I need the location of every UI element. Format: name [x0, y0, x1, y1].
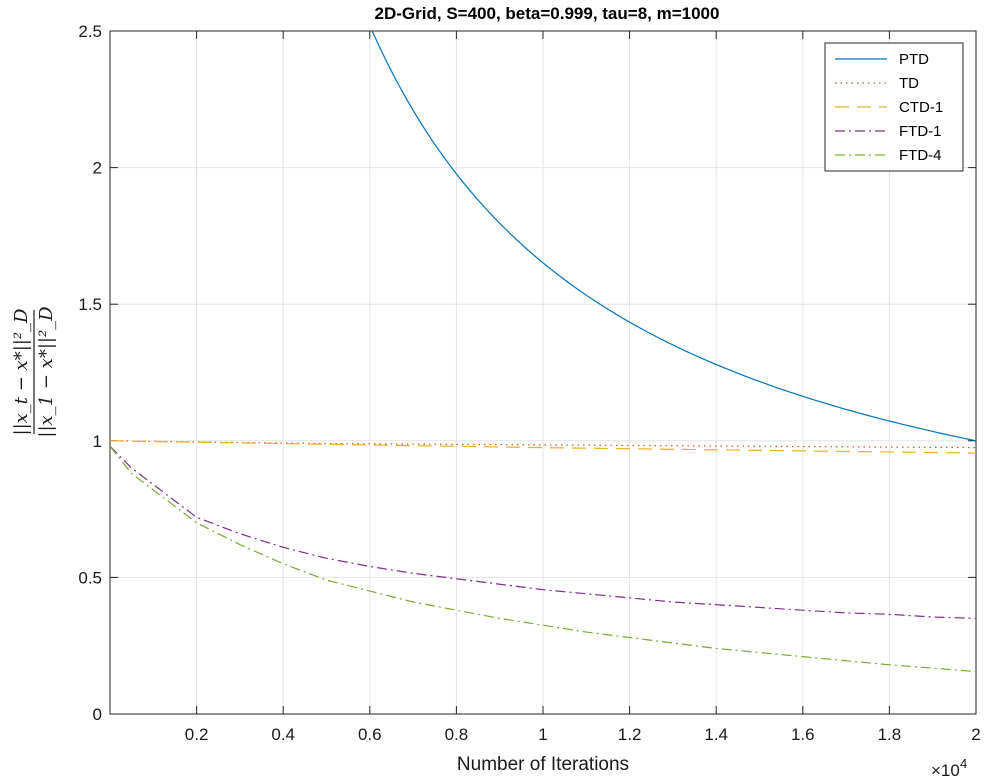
legend-label: FTD-1 [899, 123, 942, 140]
x-multiplier: ×10 4 [931, 756, 967, 780]
y-tick-label: 1.5 [78, 295, 102, 314]
x-tick-label: 1.2 [618, 725, 642, 744]
x-tick-label: 1.4 [704, 725, 728, 744]
chart-title: 2D-Grid, S=400, beta=0.999, tau=8, m=100… [375, 4, 720, 23]
y-axis-label: ||x_t − x*||²_D ||x_1 − x*||²_D [11, 306, 57, 438]
series-line-ctd-1 [110, 440, 976, 454]
x-multiplier-exponent: 4 [960, 756, 967, 771]
legend-label: TD [899, 75, 919, 92]
x-multiplier-base: ×10 [931, 761, 960, 780]
x-tick-label: 1 [538, 725, 547, 744]
y-tick-label: 1 [93, 432, 102, 451]
series-line-ptd [371, 31, 976, 442]
legend-label: CTD-1 [899, 99, 943, 116]
x-tick-label: 0.2 [185, 725, 209, 744]
x-tick-label: 1.6 [791, 725, 815, 744]
x-tick-label: 1.8 [878, 725, 902, 744]
y-tick-label: 2.5 [78, 22, 102, 41]
series-group [110, 31, 976, 673]
legend: PTD TD CTD-1 FTD-1 FTD-4 [824, 42, 964, 172]
legend-label: FTD-4 [899, 147, 942, 164]
y-axis-label-numerator: ||x_t − x*||²_D [11, 308, 32, 436]
y-tick-label: 0 [93, 705, 102, 724]
y-axis-label-denominator: ||x_1 − x*||²_D [36, 306, 57, 438]
x-tick-label: 2 [971, 725, 980, 744]
x-tick-label: 0.8 [445, 725, 469, 744]
axis-ticks: 0.2 0.4 0.6 0.8 1 1.2 1.4 1.6 1.8 2 0 0.5 1 1.5 2 2.5 [78, 22, 980, 744]
series-line-ftd-4 [110, 445, 976, 673]
x-tick-label: 0.4 [271, 725, 295, 744]
series-line-ftd-1 [110, 445, 976, 619]
legend-label: PTD [899, 51, 929, 68]
x-axis-label: Number of Iterations [457, 754, 629, 775]
y-tick-label: 0.5 [78, 568, 102, 587]
y-tick-label: 2 [93, 159, 102, 178]
x-tick-label: 0.6 [358, 725, 382, 744]
